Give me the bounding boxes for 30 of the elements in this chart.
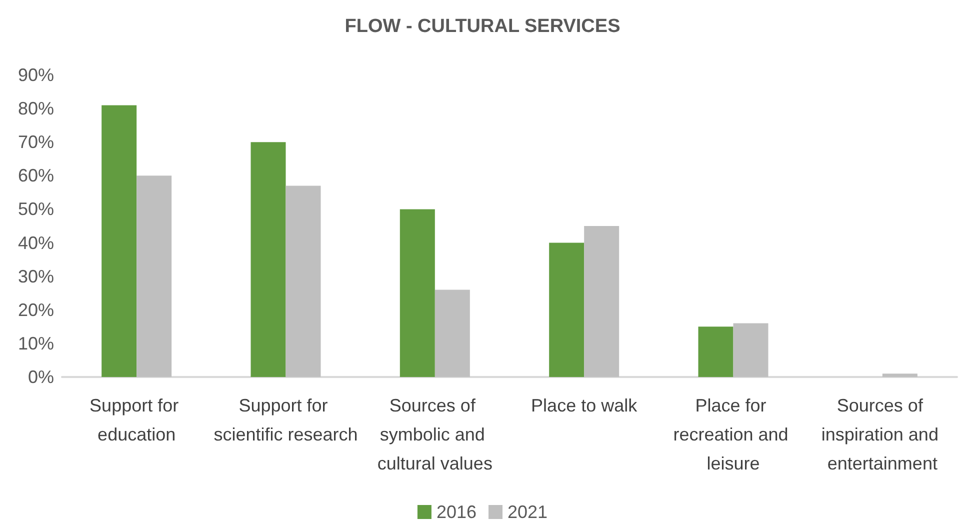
bar [549,242,584,377]
x-tick-label: Sources of symbolic and cultural values [377,396,492,474]
chart-title: FLOW - CULTURAL SERVICES [344,16,620,37]
y-tick-label: 0% [28,367,54,387]
bar [584,226,620,377]
legend-label: 2016 [436,502,477,522]
y-tick-label: 60% [18,166,54,186]
y-tick-label: 10% [18,333,54,354]
bar [250,142,286,377]
x-tick-label: Place for recreation and leisure [673,396,794,474]
x-tick-label: Place to walk [531,396,638,416]
bar [434,290,470,377]
y-tick-label: 70% [18,132,54,152]
bar [882,374,918,377]
y-tick-label: 90% [18,65,54,85]
x-tick-label: Support for scientific research [214,396,358,444]
bar [400,209,435,377]
x-tick-label: Support for education [90,396,184,444]
y-tick-label: 80% [18,98,54,119]
y-tick-label: 50% [18,199,54,220]
bar [136,176,172,377]
legend-label: 2021 [508,502,548,522]
x-tick-label: Sources of inspiration and entertainment [821,396,944,474]
y-tick-label: 30% [18,266,54,286]
bar [698,326,734,377]
y-tick-label: 20% [18,300,54,320]
bar [286,186,321,377]
bar [102,105,137,377]
bar [733,323,768,377]
y-tick-label: 40% [18,232,54,253]
